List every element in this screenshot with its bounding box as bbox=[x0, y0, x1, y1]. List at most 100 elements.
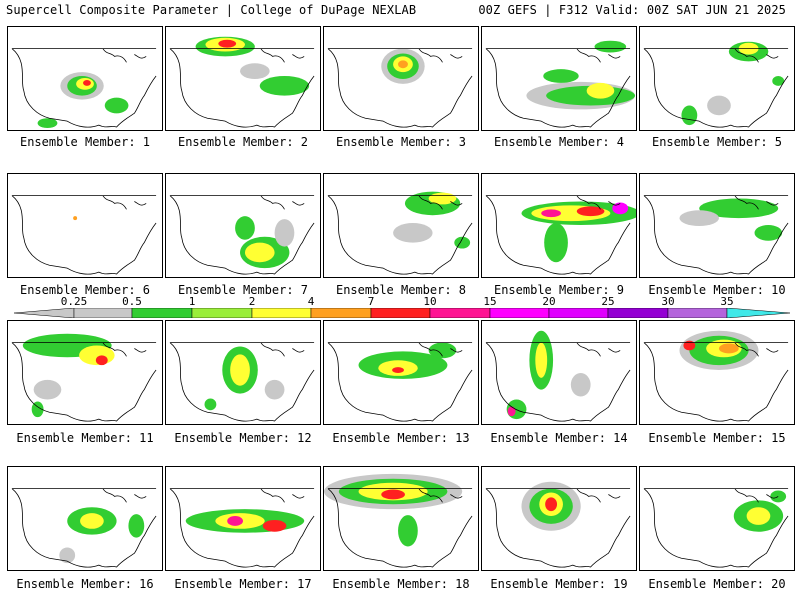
scp-contour bbox=[398, 60, 408, 69]
member-map-11 bbox=[7, 320, 163, 425]
us-border-outline bbox=[643, 48, 789, 128]
colorbar-tick-label: 4 bbox=[307, 295, 315, 308]
member-map-8 bbox=[323, 173, 479, 278]
scp-contour bbox=[80, 513, 104, 529]
colorbar-segment bbox=[73, 308, 133, 318]
member-map-svg bbox=[327, 48, 473, 128]
member-map-svg bbox=[643, 195, 789, 275]
member-map-svg bbox=[169, 195, 315, 275]
member-label: Ensemble Member: 19 bbox=[490, 577, 628, 591]
member-label: Ensemble Member: 12 bbox=[174, 431, 312, 445]
scp-contour bbox=[544, 223, 568, 263]
colorbar-segment bbox=[310, 308, 372, 318]
colorbar-segment bbox=[607, 308, 669, 318]
scp-contour bbox=[240, 63, 270, 79]
member-label: Ensemble Member: 10 bbox=[648, 283, 786, 297]
scp-contour bbox=[262, 519, 287, 532]
member-label: Ensemble Member: 15 bbox=[648, 431, 786, 445]
member-map-3 bbox=[323, 26, 479, 131]
us-border-outline bbox=[169, 195, 315, 275]
us-border-outline bbox=[643, 342, 789, 422]
colorbar-segment bbox=[370, 308, 431, 318]
colorbar-tick-label: 0.5 bbox=[122, 295, 142, 308]
member-label: Ensemble Member: 1 bbox=[19, 135, 151, 149]
scp-contour bbox=[59, 547, 76, 564]
member-map-7 bbox=[165, 173, 321, 278]
scp-contour bbox=[227, 516, 243, 526]
scp-contour bbox=[707, 95, 731, 116]
member-label: Ensemble Member: 9 bbox=[493, 283, 625, 297]
scp-contour bbox=[570, 372, 591, 397]
colorbar-segment bbox=[429, 308, 491, 318]
scp-contour bbox=[746, 507, 771, 525]
member-map-19 bbox=[481, 466, 637, 571]
member-map-svg bbox=[169, 36, 315, 128]
member-map-svg bbox=[11, 488, 157, 568]
member-map-svg bbox=[169, 488, 315, 568]
scp-contour bbox=[718, 343, 739, 354]
member-map-svg bbox=[11, 195, 157, 275]
colorbar-tick-label: 1 bbox=[188, 295, 196, 308]
scp-contour bbox=[259, 76, 310, 96]
scp-contour bbox=[576, 206, 605, 217]
member-label: Ensemble Member: 2 bbox=[177, 135, 309, 149]
scp-contour bbox=[37, 118, 58, 129]
colorbar-tick-label: 7 bbox=[367, 295, 375, 308]
member-map-10 bbox=[639, 173, 795, 278]
scp-contour bbox=[398, 515, 418, 547]
member-map-18 bbox=[323, 466, 479, 571]
scp-contour bbox=[545, 497, 558, 512]
member-label: Ensemble Member: 3 bbox=[335, 135, 467, 149]
us-border-outline bbox=[485, 488, 631, 568]
scp-contour bbox=[204, 398, 217, 411]
us-border-outline bbox=[11, 488, 157, 568]
member-map-svg bbox=[485, 40, 636, 128]
scp-contour bbox=[392, 367, 404, 373]
colorbar-segment bbox=[14, 308, 75, 318]
scp-contour bbox=[104, 97, 129, 114]
member-map-1 bbox=[7, 26, 163, 131]
member-map-6 bbox=[7, 173, 163, 278]
us-border-outline bbox=[643, 488, 789, 568]
colorbar-segment bbox=[251, 308, 312, 318]
us-border-outline bbox=[485, 195, 631, 275]
us-border-outline bbox=[327, 342, 473, 422]
member-map-20 bbox=[639, 466, 795, 571]
scp-contour bbox=[507, 406, 516, 417]
member-map-2 bbox=[165, 26, 321, 131]
us-border-outline bbox=[643, 195, 789, 275]
scp-contour bbox=[541, 209, 561, 218]
colorbar-tick-label: 10 bbox=[423, 295, 437, 308]
member-map-5 bbox=[639, 26, 795, 131]
scp-contour bbox=[33, 379, 62, 400]
member-map-svg bbox=[327, 191, 473, 275]
member-map-15 bbox=[639, 320, 795, 425]
colorbar-tick-label: 25 bbox=[601, 295, 615, 308]
us-border-outline bbox=[485, 48, 631, 128]
scp-contour bbox=[699, 198, 779, 219]
member-map-svg bbox=[485, 195, 636, 275]
color-scale-bar bbox=[14, 308, 790, 318]
scp-contour bbox=[679, 210, 719, 226]
colorbar-tick-label: 30 bbox=[661, 295, 675, 308]
us-border-outline bbox=[11, 342, 157, 422]
run-valid-time: 00Z GEFS | F312 Valid: 00Z SAT JUN 21 20… bbox=[478, 3, 786, 17]
member-label: Ensemble Member: 20 bbox=[648, 577, 786, 591]
chart-title: Supercell Composite Parameter | College … bbox=[6, 3, 417, 17]
us-border-outline bbox=[327, 488, 473, 568]
member-label: Ensemble Member: 13 bbox=[332, 431, 470, 445]
us-border-outline bbox=[11, 195, 157, 275]
member-map-svg bbox=[643, 41, 789, 128]
member-label: Ensemble Member: 11 bbox=[16, 431, 154, 445]
scp-contour bbox=[218, 39, 237, 48]
colorbar-tick-label: 15 bbox=[483, 295, 497, 308]
member-map-svg bbox=[485, 481, 631, 568]
member-label: Ensemble Member: 8 bbox=[335, 283, 467, 297]
scp-contour bbox=[683, 340, 696, 351]
member-map-svg bbox=[11, 48, 157, 129]
member-map-9 bbox=[481, 173, 637, 278]
us-border-outline bbox=[169, 342, 315, 422]
member-label: Ensemble Member: 6 bbox=[19, 283, 151, 297]
scp-contour bbox=[586, 82, 615, 99]
colorbar-tick-label: 0.25 bbox=[60, 295, 88, 308]
